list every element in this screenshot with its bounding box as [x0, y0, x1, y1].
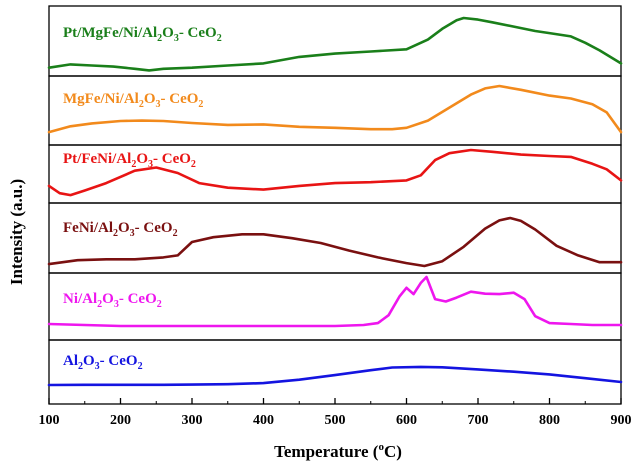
x-tick-label-900: 900 — [611, 413, 632, 428]
series-label-1: Pt/MgFe/Ni/Al2O3- CeO2 — [63, 25, 222, 44]
series-label-part: Pt/MgFe/Ni/Al — [63, 25, 157, 41]
panel-frame-1 — [48, 5, 622, 77]
series-label-part: O — [136, 151, 148, 167]
series-label-part: 2 — [173, 228, 178, 239]
series-label-part: 3 — [174, 33, 179, 44]
series-label-part: 2 — [191, 159, 196, 170]
series-label-part: O — [83, 353, 95, 369]
series-label-part: 3 — [114, 299, 119, 310]
x-axis-title-superscript: o — [378, 441, 384, 453]
series-label-part: - CeO — [135, 220, 173, 236]
series-label-part: 3 — [95, 361, 100, 372]
series-label-part: 2 — [131, 159, 136, 170]
series-line-3 — [47, 148, 623, 197]
series-label-part: Ni/Al — [63, 291, 97, 307]
series-lines — [47, 16, 623, 387]
x-axis-title-main: Temperature ( — [274, 442, 379, 461]
series-label-part: - CeO — [161, 91, 199, 107]
series-label-part: Pt/FeNi/Al — [63, 151, 131, 167]
series-label-part: 2 — [157, 299, 162, 310]
series-line-1 — [47, 16, 623, 72]
series-label-6: Al2O3- CeO2 — [63, 353, 143, 372]
x-axis: 100 200 300 400 500 600 700 800 900 — [39, 398, 632, 428]
series-label-2: MgFe/Ni/Al2O3- CeO2 — [63, 91, 203, 110]
panel-frame-2 — [48, 75, 622, 146]
x-axis-title: Temperature (oC) — [274, 441, 402, 461]
series-label-part: MgFe/Ni/Al — [63, 91, 139, 107]
series-label-part: - CeO — [100, 353, 138, 369]
series-label-part: 3 — [156, 99, 161, 110]
x-tick-label-200: 200 — [110, 413, 131, 428]
x-tick-label-500: 500 — [325, 413, 346, 428]
series-label-4: FeNi/Al2O3- CeO2 — [63, 220, 178, 239]
series-label-part: 2 — [138, 361, 143, 372]
series-label-part: 3 — [130, 228, 135, 239]
series-label-part: 2 — [157, 33, 162, 44]
series-label-part: 2 — [78, 361, 83, 372]
x-tick-label-800: 800 — [539, 413, 560, 428]
series-label-part: - CeO — [179, 25, 217, 41]
series-line-5 — [47, 275, 623, 328]
series-label-part: O — [144, 91, 156, 107]
x-tick-label-600: 600 — [396, 413, 417, 428]
series-label-part: 2 — [113, 228, 118, 239]
series-label-part: O — [102, 291, 114, 307]
series-label-part: - CeO — [153, 151, 191, 167]
series-line-4 — [47, 216, 623, 268]
series-label-part: 2 — [198, 99, 203, 110]
series-label-5: Ni/Al2O3- CeO2 — [63, 291, 162, 310]
chart-panels — [48, 5, 622, 405]
series-label-3: Pt/FeNi/Al2O3- CeO2 — [63, 151, 196, 170]
series-label-part: FeNi/Al — [63, 220, 113, 236]
series-label-part: 2 — [217, 33, 222, 44]
series-label-part: 2 — [139, 99, 144, 110]
series-label-part: - CeO — [119, 291, 157, 307]
panel-frame-3 — [48, 144, 622, 204]
series-label-part: O — [118, 220, 130, 236]
series-label-part: Al — [63, 353, 78, 369]
x-tick-label-100: 100 — [39, 413, 60, 428]
x-tick-label-700: 700 — [468, 413, 489, 428]
series-label-part: 2 — [97, 299, 102, 310]
series-line-6 — [47, 365, 623, 387]
x-tick-label-300: 300 — [182, 413, 203, 428]
series-line-2 — [47, 84, 623, 134]
series-label-part: 3 — [148, 159, 153, 170]
panel-frame-4 — [48, 202, 622, 274]
y-axis-title: Intensity (a.u.) — [7, 179, 26, 285]
x-axis-title-unit: C) — [384, 442, 402, 461]
series-label-part: O — [162, 25, 174, 41]
x-tick-label-400: 400 — [253, 413, 274, 428]
panel-frame-6 — [48, 339, 622, 405]
